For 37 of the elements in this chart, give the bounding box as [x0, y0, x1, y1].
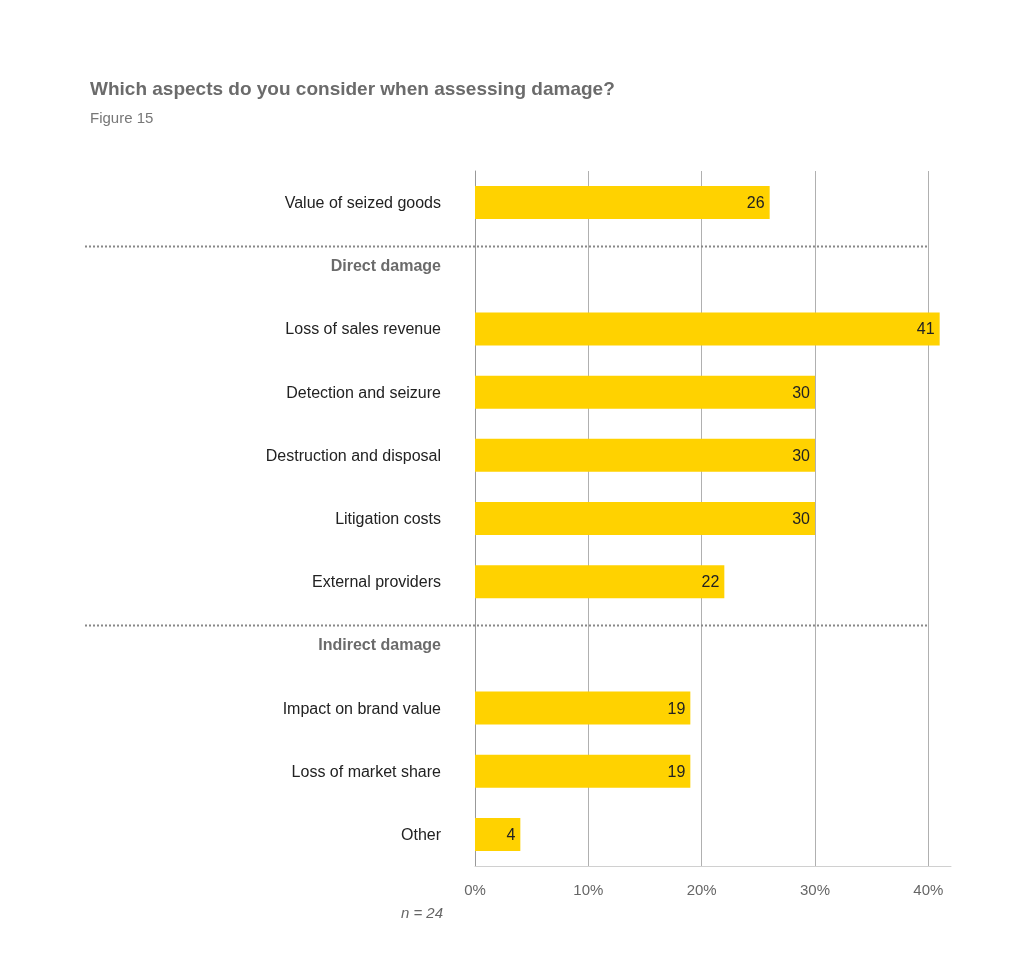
x-tick-label: 10% — [573, 881, 604, 898]
y-tick-label: Indirect damage — [318, 636, 442, 654]
bar — [475, 502, 815, 535]
y-tick-label: Impact on brand value — [282, 699, 442, 717]
y-tick-label: Other — [400, 825, 442, 843]
x-tick-label: 0% — [464, 881, 486, 898]
data-label: 41 — [916, 320, 935, 338]
y-tick-label: Destruction and disposal — [265, 446, 441, 464]
x-tick-label: 30% — [799, 881, 831, 898]
text: Figure 15 — [90, 109, 154, 126]
y-tick-label: Value of seized goods — [284, 194, 441, 212]
bar — [475, 817, 521, 851]
data-label: 30 — [792, 383, 811, 401]
data-label: 22 — [701, 573, 720, 591]
data-label: 30 — [792, 510, 811, 527]
bar — [475, 565, 725, 599]
chart-title: Which aspects do you consider when assessing damage? — [90, 78, 615, 99]
x-tick-label: 40% — [913, 881, 944, 898]
x-tick-label: 20% — [686, 881, 717, 898]
data-label: 26 — [746, 194, 765, 212]
data-label: 30 — [792, 446, 811, 464]
y-tick-label: Direct damage — [330, 257, 442, 275]
data-label: 19 — [667, 762, 686, 780]
bar — [475, 438, 815, 472]
y-tick-label: Loss of sales revenue — [285, 320, 442, 338]
y-tick-label: Detection and seizure — [286, 383, 442, 401]
text: n = 24 — [400, 903, 443, 921]
y-tick-label: Loss of market share — [291, 762, 442, 780]
bar — [475, 754, 691, 788]
bar — [475, 312, 940, 346]
bar — [475, 186, 770, 220]
data-label: 19 — [667, 699, 686, 717]
y-tick-label: Litigation costs — [335, 510, 441, 527]
y-tick-label: External providers — [312, 573, 441, 591]
bar — [475, 375, 815, 409]
bar — [475, 691, 691, 725]
data-label: 4 — [506, 825, 516, 843]
